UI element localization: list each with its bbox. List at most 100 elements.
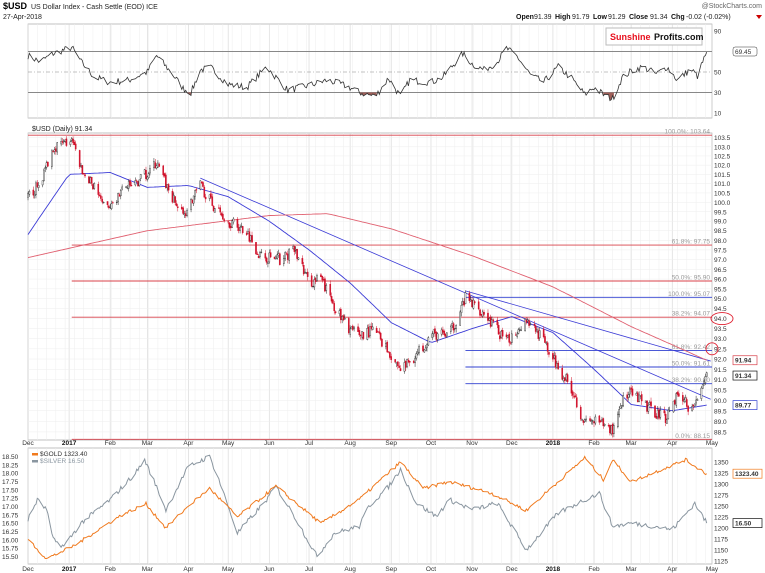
candle-body (695, 399, 697, 404)
candle-body (664, 413, 667, 423)
candle-body (460, 304, 463, 313)
silver-tick-label: 18.50 (2, 454, 19, 461)
candle-body (269, 252, 272, 258)
gold-tick-label: 1350 (714, 460, 729, 467)
candle-body (570, 380, 573, 394)
candle-body (426, 344, 428, 348)
candle (330, 292, 333, 304)
ma200-line (27, 213, 707, 361)
candle-body (153, 161, 155, 168)
candle-body (526, 319, 529, 322)
candle-body (264, 253, 267, 259)
candle (82, 173, 85, 175)
candle-body (268, 252, 271, 263)
candle (190, 197, 192, 213)
x-tick-label: Dec (22, 566, 34, 573)
candle (479, 308, 481, 318)
x-tick-label: Nov (466, 566, 478, 573)
candle (508, 331, 510, 347)
candle-body (81, 165, 84, 175)
candle-body (609, 425, 611, 434)
candle (28, 189, 31, 197)
candle-body (442, 329, 444, 333)
candle-body (473, 301, 476, 304)
candle-body (135, 180, 138, 182)
candle-body (472, 299, 475, 309)
price-tick-label: 90.0 (714, 398, 727, 405)
candle-body (387, 351, 390, 353)
price-tick-label: 94.5 (714, 306, 727, 313)
candle-body (267, 262, 269, 264)
candle-body (552, 353, 554, 360)
candle (74, 140, 77, 151)
candle (704, 373, 707, 386)
candle-body (556, 363, 558, 368)
candle-body (310, 275, 313, 287)
candle (255, 242, 257, 255)
candle-body (607, 425, 610, 427)
candle (375, 326, 378, 333)
candle-body (601, 419, 603, 421)
candle (389, 351, 391, 360)
candle-body (562, 377, 565, 382)
candle (329, 280, 332, 298)
price-tick-label: 89.0 (714, 419, 727, 426)
candle-body (329, 284, 332, 296)
candle-body (574, 395, 577, 397)
candle-body (700, 387, 703, 399)
x-tick-label: Jul (305, 566, 314, 573)
candle (269, 249, 272, 259)
price-tick-label: 92.5 (714, 346, 727, 353)
candle (137, 180, 139, 187)
candle (147, 171, 150, 180)
candle (97, 181, 100, 198)
candle (138, 179, 141, 187)
candle (443, 329, 446, 337)
silver-tick-label: 17.25 (2, 496, 19, 503)
candle (630, 385, 632, 393)
candle-body (667, 409, 670, 420)
candle-body (176, 206, 179, 208)
x-tick-label: Feb (588, 566, 600, 573)
candle (602, 417, 605, 429)
candle-body (56, 142, 58, 153)
candle-body (589, 418, 591, 421)
candle-body (455, 324, 457, 329)
candle (459, 310, 461, 326)
fib-label: 100.0%: 95.07 (668, 291, 710, 298)
candle (175, 200, 178, 207)
candle-body (200, 181, 203, 184)
candle-body (344, 318, 346, 320)
candle-body (190, 198, 192, 210)
candle (320, 273, 322, 278)
candle (35, 180, 37, 199)
candle (186, 208, 188, 218)
candle-body (45, 162, 48, 168)
candle (654, 405, 656, 418)
candle (583, 418, 586, 423)
candle (542, 326, 545, 339)
candle-body (701, 384, 704, 389)
candle-body (398, 365, 400, 368)
candle-body (561, 368, 564, 380)
candle-body (127, 180, 130, 189)
candle (655, 413, 658, 420)
chart-header: $USD US Dollar Index - Cash Settle (EOD)… (3, 1, 762, 21)
candle-body (227, 221, 229, 223)
candle (678, 390, 680, 398)
x-tick-label: Jun (264, 440, 275, 447)
price-value-box (732, 400, 758, 410)
candle-body (370, 326, 373, 329)
x-tick-label: Aug (344, 566, 356, 573)
candle-body (613, 425, 615, 434)
candle (528, 318, 530, 328)
price-tick-label: 90.5 (714, 387, 727, 394)
candle-body (598, 415, 601, 423)
candle-body (548, 352, 550, 355)
candle (546, 341, 549, 355)
candle (149, 164, 151, 176)
candle-body (557, 362, 560, 370)
candle-body (33, 193, 36, 196)
candle-body (378, 331, 381, 334)
